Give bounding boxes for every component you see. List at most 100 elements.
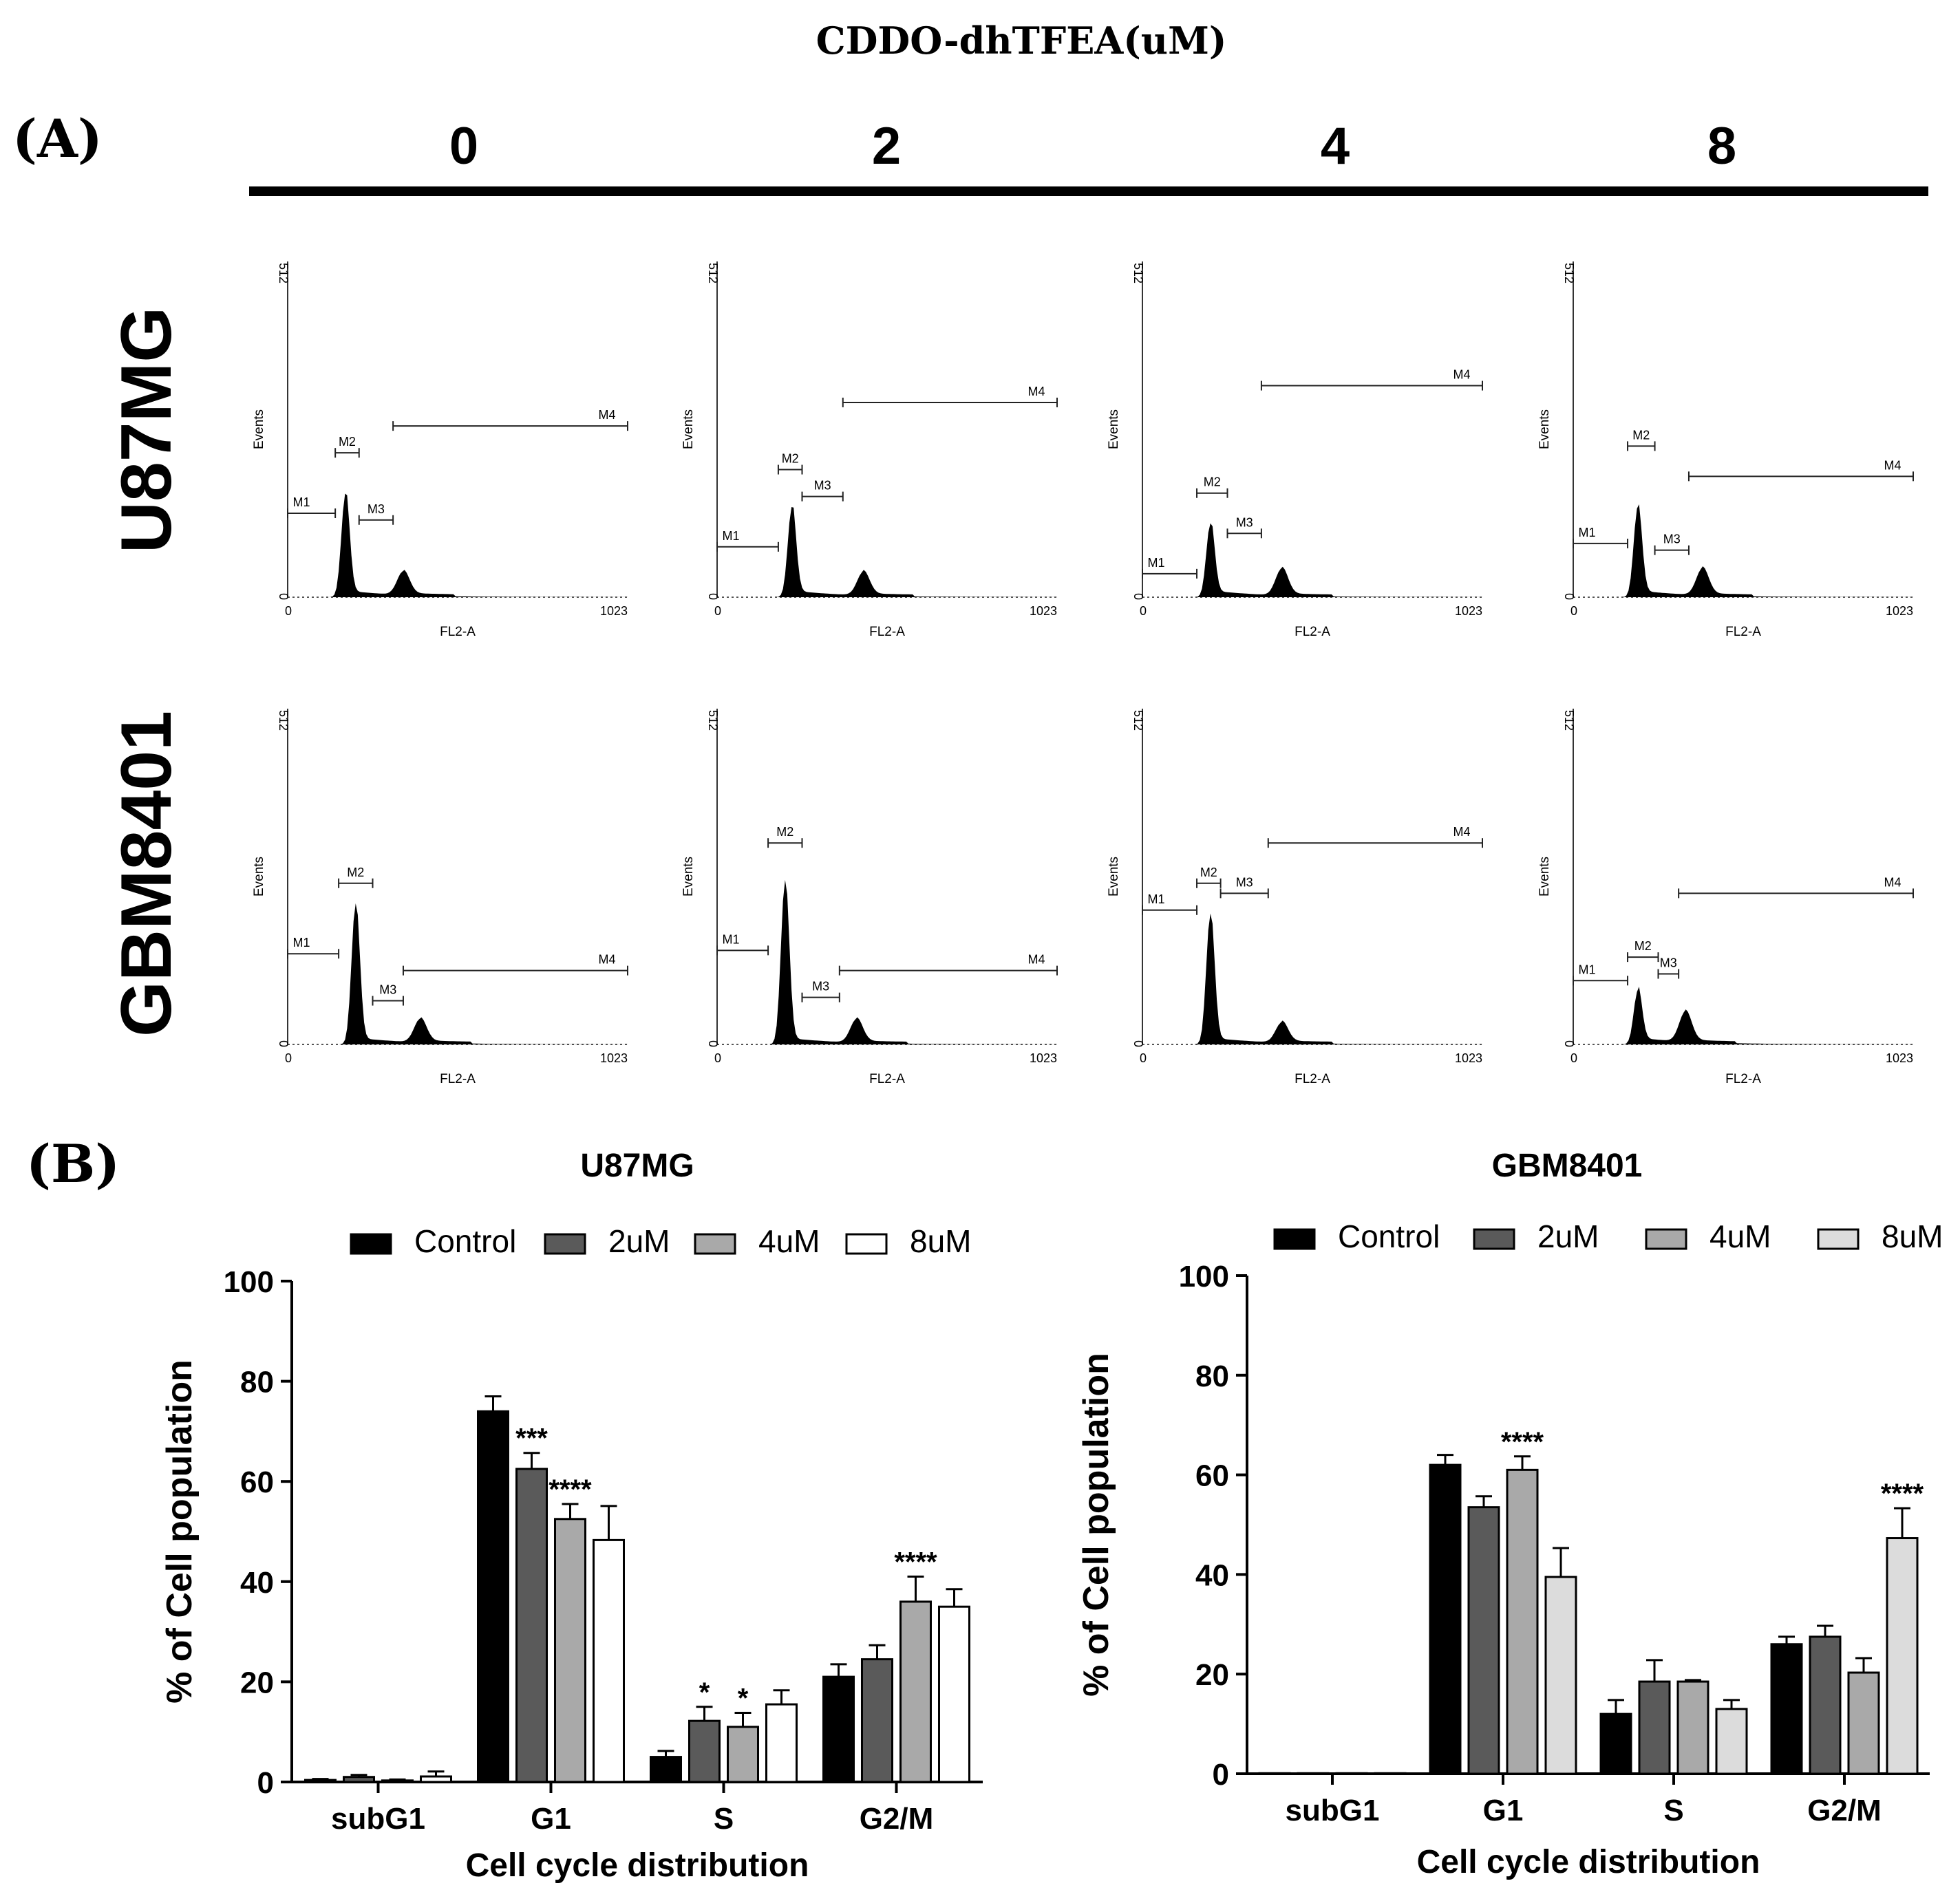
panel-a-label: (A) <box>12 108 103 169</box>
flow-y-zero-label: 0 <box>1131 593 1145 600</box>
gate-label: M4 <box>1453 825 1470 839</box>
flow-gate-marker: M2 <box>777 452 803 475</box>
bar <box>343 1776 375 1783</box>
bar <box>899 1600 932 1783</box>
flow-y-axis-title: Events <box>1537 857 1552 896</box>
bar <box>381 1779 414 1783</box>
flow-y-zero-label: 0 <box>277 593 290 600</box>
flow-gate-marker: M2 <box>1627 428 1656 451</box>
flow-gate-marker: M4 <box>1678 875 1914 899</box>
flow-x-zero-label: 0 <box>285 604 292 618</box>
gate-label: M3 <box>814 479 831 493</box>
row-label-u87mg: U87MG <box>107 307 187 553</box>
bar <box>822 1675 855 1783</box>
bar <box>1429 1463 1462 1775</box>
significance-marker: **** <box>1501 1427 1544 1457</box>
flow-x-zero-label: 0 <box>1140 1051 1147 1065</box>
flow-y-zero-label: 0 <box>1131 1040 1145 1047</box>
gate-label: M2 <box>339 435 356 449</box>
flow-gate-marker: M4 <box>1267 825 1483 848</box>
x-tick-label: G2/M <box>1807 1794 1882 1827</box>
flow-x-zero-label: 0 <box>285 1051 292 1065</box>
flow-y-max-label: 512 <box>1131 263 1145 283</box>
legend-swatch <box>1645 1228 1687 1250</box>
flow-gate-marker: M4 <box>392 408 628 431</box>
y-tick-label: 100 <box>224 1265 274 1299</box>
flow-y-max-label: 512 <box>277 263 290 283</box>
legend-swatch <box>694 1233 736 1255</box>
y-axis-title: % of Cell population <box>160 1360 200 1704</box>
flow-y-axis-title: Events <box>252 857 266 896</box>
flow-histogram-panel: 512 0 0 1023 FL2-A Events M1 M2 M3 M4 <box>252 709 628 1086</box>
flow-x-max-label: 1023 <box>1455 1051 1482 1065</box>
flow-gate-marker: M2 <box>334 435 360 458</box>
y-tick-label: 100 <box>1179 1260 1229 1293</box>
gate-label: M2 <box>1204 475 1221 489</box>
flow-y-zero-label: 0 <box>277 1040 290 1047</box>
flow-x-axis-title: FL2-A <box>440 1072 476 1086</box>
flow-gate-marker: M1 <box>1142 556 1198 579</box>
flow-gate-marker: M1 <box>287 495 337 518</box>
dose-label-0: 0 <box>449 117 478 175</box>
x-tick-label: G1 <box>531 1802 571 1836</box>
gate-label: M1 <box>292 495 310 509</box>
bar <box>554 1518 586 1783</box>
bar <box>1676 1680 1709 1775</box>
legend-label: Control <box>414 1223 516 1259</box>
flow-histogram-shape <box>288 903 628 1044</box>
flow-gate-marker: M3 <box>801 980 840 1002</box>
y-tick-label: 0 <box>257 1766 274 1800</box>
x-tick-label: S <box>1663 1794 1683 1827</box>
flow-y-zero-label: 0 <box>706 593 720 600</box>
y-tick-label: 60 <box>240 1465 274 1499</box>
bar <box>1335 1772 1368 1775</box>
legend-swatch <box>350 1233 392 1255</box>
bar <box>688 1719 721 1783</box>
gate-label: M3 <box>1663 533 1681 546</box>
flow-gate-marker: M1 <box>1573 526 1629 548</box>
chart-title: GBM8401 <box>1492 1148 1643 1184</box>
bar <box>1297 1772 1330 1775</box>
gate-label: M4 <box>1453 368 1470 382</box>
row-label-gbm8401: GBM8401 <box>107 711 187 1037</box>
significance-marker: **** <box>1881 1479 1924 1509</box>
legend-swatch <box>544 1233 586 1255</box>
gate-label: M4 <box>1884 875 1901 889</box>
bar <box>1809 1635 1842 1775</box>
flow-gate-marker: M2 <box>767 825 803 848</box>
chart-title: U87MG <box>580 1148 694 1184</box>
flow-gate-marker: M4 <box>1687 458 1914 482</box>
gate-label: M1 <box>722 932 739 946</box>
legend-swatch <box>1273 1228 1316 1250</box>
gate-label: M4 <box>1027 385 1045 398</box>
flow-gate-marker: M3 <box>1219 875 1269 899</box>
flow-x-zero-label: 0 <box>1570 604 1577 618</box>
flow-histogram-shape <box>717 507 1057 597</box>
y-axis-title: % of Cell population <box>1076 1353 1116 1697</box>
flow-gate-marker: M1 <box>1142 892 1198 915</box>
flow-histogram-shape <box>1142 523 1482 597</box>
gate-label: M1 <box>1147 892 1164 906</box>
significance-marker: *** <box>515 1424 548 1454</box>
flow-x-axis-title: FL2-A <box>440 625 476 639</box>
gate-label: M2 <box>347 866 364 879</box>
x-tick-label: S <box>714 1802 734 1836</box>
flow-y-axis-title: Events <box>252 409 266 449</box>
legend-item: 2uM <box>544 1223 670 1259</box>
flow-x-max-label: 1023 <box>1030 604 1057 618</box>
flow-x-axis-title: FL2-A <box>869 1072 905 1086</box>
flow-y-axis-title: Events <box>681 857 696 896</box>
bar <box>593 1538 625 1783</box>
treatment-header-title: CDDO-dhTFEA(uM) <box>816 19 1227 63</box>
gate-label: M2 <box>1634 939 1652 953</box>
flow-y-axis-title: Events <box>1107 857 1121 896</box>
gate-label: M3 <box>368 502 385 516</box>
bar <box>650 1756 682 1783</box>
chart-legend: Control 2uM 4uM 8uM <box>1273 1218 1943 1254</box>
flow-gate-marker: M4 <box>402 953 628 976</box>
gate-label: M4 <box>598 953 615 967</box>
bar <box>727 1726 759 1783</box>
flow-x-zero-label: 0 <box>1140 604 1147 618</box>
flow-x-axis-title: FL2-A <box>1295 625 1330 639</box>
flow-y-max-label: 512 <box>1562 263 1576 283</box>
